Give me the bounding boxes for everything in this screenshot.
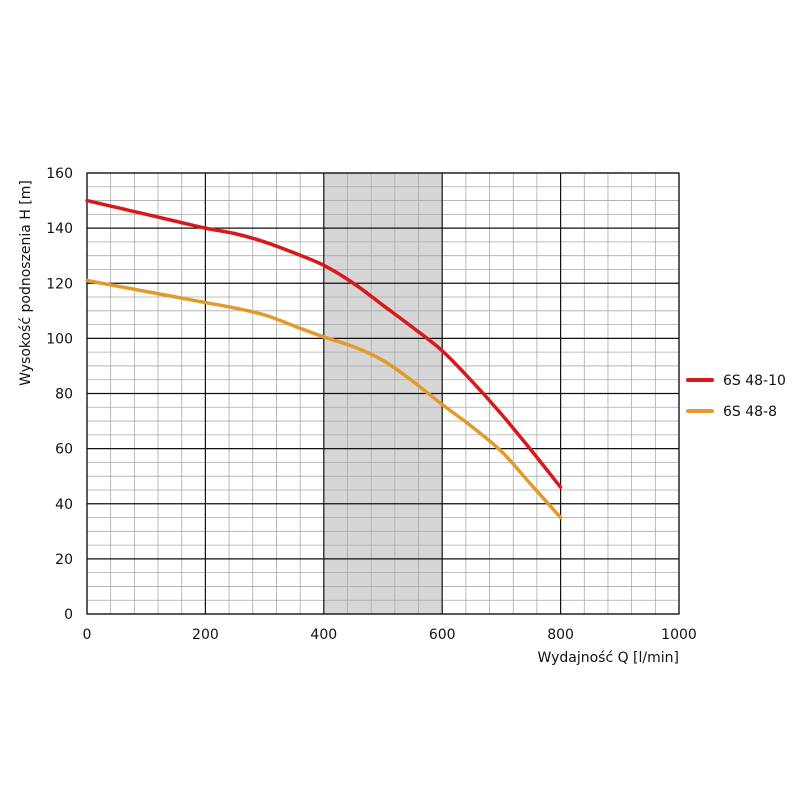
series-line-2 — [85, 278, 563, 520]
x-tick-label: 1000 — [661, 627, 697, 643]
y-tick-label: 40 — [55, 497, 73, 513]
grid-layer — [86, 172, 680, 615]
x-tick-label: 600 — [429, 627, 456, 643]
x-tick-label: 800 — [547, 627, 574, 643]
x-tick-label: 0 — [83, 627, 92, 643]
y-axis-title: Wysokość podnoszenia H [m] — [18, 180, 34, 386]
legend: 6S 48-10 6S 48-8 — [686, 373, 786, 420]
y-tick-label: 20 — [55, 552, 73, 568]
y-tick-label: 140 — [46, 221, 73, 237]
y-tick-label: 100 — [46, 331, 73, 347]
y-tick-label: 0 — [64, 607, 73, 623]
legend-label: 6S 48-8 — [723, 404, 777, 420]
x-axis-title: Wydajność Q [l/min] — [537, 650, 679, 666]
y-tick-label: 120 — [46, 276, 73, 292]
y-tick-label: 160 — [46, 166, 73, 182]
plot-frame — [86, 172, 680, 615]
y-tick-label: 80 — [55, 387, 73, 403]
x-tick-label: 400 — [310, 627, 337, 643]
x-tick-label: 200 — [192, 627, 219, 643]
y-tick-label: 60 — [55, 442, 73, 458]
tick-label-layer: 0 200 400 600 800 1000 0 20 40 60 80 100 120 140 160 — [46, 166, 697, 643]
series-layer — [85, 198, 563, 520]
legend-label: 6S 48-10 — [723, 373, 786, 389]
series-line-1 — [85, 198, 563, 489]
